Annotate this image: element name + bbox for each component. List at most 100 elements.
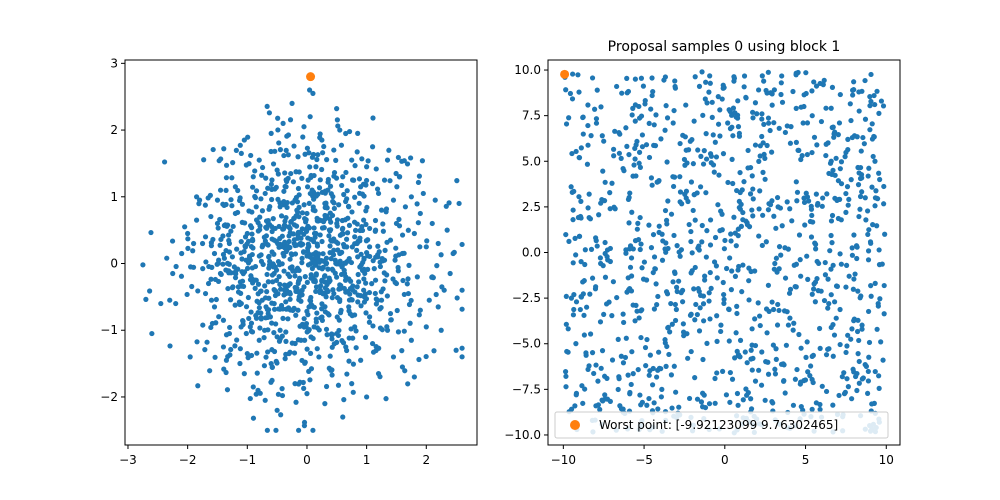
sample-point	[650, 89, 656, 95]
sample-point	[301, 284, 307, 290]
sample-point	[323, 260, 330, 266]
sample-point	[663, 103, 669, 109]
sample-point	[855, 288, 861, 294]
sample-point	[184, 291, 190, 298]
sample-point	[302, 360, 308, 366]
sample-point	[818, 288, 824, 294]
sample-point	[291, 143, 297, 149]
sample-point	[263, 354, 269, 360]
sample-point	[263, 224, 269, 230]
sample-point	[237, 197, 243, 204]
sample-point	[698, 153, 704, 159]
sample-point	[706, 298, 712, 304]
sample-point	[208, 297, 215, 303]
sample-point	[582, 261, 588, 268]
sample-point	[268, 361, 274, 367]
sample-point	[253, 204, 259, 210]
sample-point	[346, 358, 352, 364]
sample-point	[718, 322, 724, 328]
sample-point	[765, 207, 772, 213]
sample-point	[319, 137, 325, 143]
sample-point	[588, 133, 594, 139]
sample-point	[775, 204, 781, 210]
sample-point	[214, 261, 220, 267]
sample-point	[380, 228, 386, 234]
sample-point	[620, 311, 626, 317]
sample-point	[623, 125, 629, 131]
sample-point	[849, 326, 855, 332]
sample-point	[399, 348, 405, 354]
sample-point	[814, 142, 820, 148]
sample-point	[850, 366, 856, 372]
sample-point	[740, 217, 746, 223]
sample-point	[658, 394, 664, 400]
sample-point	[679, 201, 685, 207]
sample-point	[346, 128, 353, 135]
sample-point	[322, 200, 328, 207]
sample-point	[354, 149, 360, 155]
left-points	[140, 72, 465, 433]
sample-point	[616, 130, 622, 136]
sample-point	[363, 177, 370, 184]
sample-point	[850, 286, 856, 292]
sample-point	[331, 147, 337, 153]
sample-point	[237, 346, 243, 352]
sample-point	[844, 376, 850, 382]
sample-point	[849, 252, 856, 258]
sample-point	[341, 267, 347, 273]
sample-point	[417, 307, 423, 313]
sample-point	[689, 250, 695, 256]
sample-point	[414, 201, 420, 207]
sample-point	[628, 381, 634, 388]
sample-point	[688, 238, 694, 245]
sample-point	[872, 195, 879, 201]
sample-point	[355, 299, 361, 305]
sample-point	[269, 186, 275, 192]
sample-point	[356, 200, 362, 206]
sample-point	[297, 379, 303, 385]
sample-point	[706, 401, 713, 407]
sample-point	[334, 274, 340, 280]
sample-point	[711, 169, 717, 175]
sample-point	[408, 337, 414, 343]
sample-point	[765, 115, 772, 121]
sample-point	[321, 273, 328, 280]
sample-point	[459, 345, 465, 351]
sample-point	[337, 127, 343, 133]
sample-point	[285, 282, 292, 288]
sample-point	[319, 317, 325, 324]
sample-point	[346, 308, 352, 314]
sample-point	[275, 171, 281, 177]
sample-point	[325, 187, 331, 193]
sample-point	[838, 217, 844, 223]
sample-point	[339, 338, 345, 344]
sample-point	[641, 259, 648, 265]
sample-point	[340, 174, 346, 180]
sample-point	[244, 230, 250, 237]
sample-point	[296, 169, 302, 175]
sample-point	[689, 137, 695, 143]
sample-point	[793, 179, 799, 185]
sample-point	[792, 376, 798, 382]
left-axes-frame	[124, 59, 478, 446]
right-scatter-panel: Proposal samples 0 using block 1 −10 −5 0 5…	[504, 39, 901, 467]
sample-point	[205, 280, 212, 287]
sample-point	[435, 304, 441, 310]
sample-point	[756, 87, 762, 93]
sample-point	[593, 116, 600, 122]
sample-point	[346, 222, 353, 228]
sample-point	[334, 220, 340, 227]
sample-point	[272, 148, 278, 154]
worst-point	[306, 72, 316, 82]
sample-point	[205, 195, 211, 201]
sample-point	[699, 239, 705, 245]
sample-point	[459, 241, 465, 248]
sample-point	[581, 312, 587, 318]
sample-point	[578, 259, 584, 265]
sample-point	[772, 371, 779, 377]
sample-point	[361, 287, 367, 293]
y-tick-label: −2.5	[512, 291, 541, 305]
sample-point	[681, 156, 688, 163]
sample-point	[809, 291, 815, 297]
sample-point	[325, 288, 331, 295]
